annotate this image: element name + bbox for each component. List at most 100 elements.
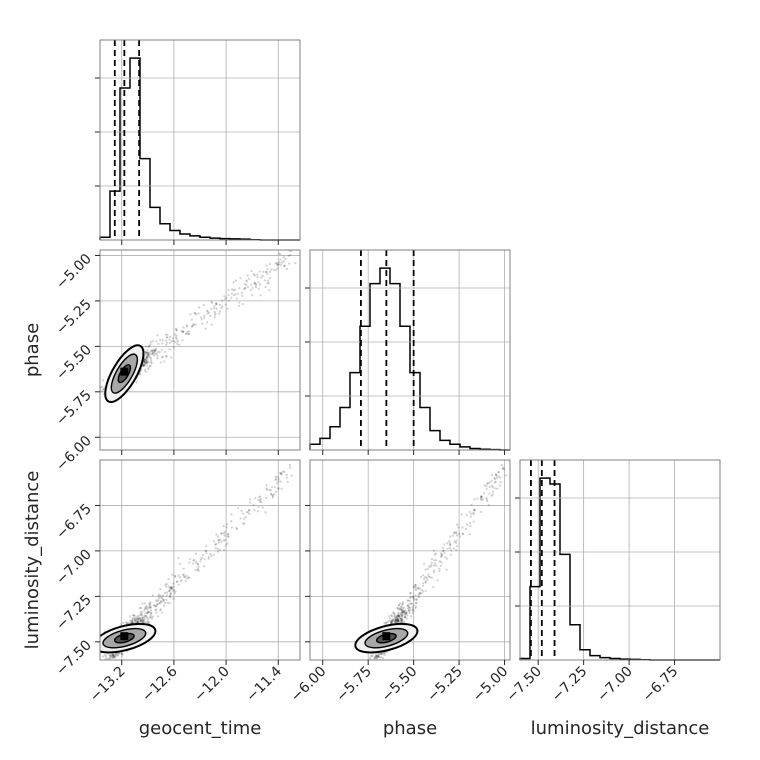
sample-point (139, 614, 142, 617)
sample-point (152, 349, 155, 352)
sample-point (497, 475, 500, 478)
sample-point (374, 655, 378, 658)
sample-point (430, 557, 434, 561)
sample-point (435, 564, 438, 567)
sample-point (449, 535, 452, 538)
sample-point (213, 316, 216, 319)
panel-frame (99, 459, 301, 661)
sample-point (170, 340, 173, 343)
sample-point (253, 282, 256, 285)
sample-point (162, 600, 165, 603)
sample-point (133, 616, 136, 619)
sample-point (142, 364, 145, 368)
sample-point (195, 561, 198, 564)
sample-point (398, 607, 401, 610)
sample-point (141, 602, 144, 605)
sample-point (188, 576, 191, 579)
sample-point (472, 512, 476, 516)
sample-point (132, 618, 135, 621)
sample-point (142, 364, 146, 367)
sample-point (491, 486, 495, 489)
sample-point (281, 261, 284, 264)
sample-point (461, 526, 464, 529)
sample-point (215, 533, 218, 536)
sample-point (170, 356, 173, 359)
sample-point (197, 565, 200, 569)
sample-point (401, 610, 404, 614)
sample-point (269, 488, 272, 492)
sample-point (180, 329, 183, 333)
scatter-panel-geocent_time-phase: −5.00−5.25−5.50−5.75−6.00 (53, 249, 301, 474)
sample-point (109, 655, 112, 658)
sample-point (406, 599, 409, 602)
x-tick-label: −12.6 (139, 663, 181, 705)
y-tick-label: −5.75 (53, 387, 95, 429)
sample-point (141, 620, 144, 623)
sample-point (398, 615, 401, 618)
sample-point (396, 619, 399, 623)
sample-point (165, 582, 168, 586)
sample-point (167, 590, 171, 593)
sample-point (277, 263, 281, 266)
sample-point (165, 598, 168, 601)
x-tick-label: −7.50 (503, 664, 545, 706)
sample-point (134, 617, 137, 620)
sample-point (165, 339, 168, 342)
sample-point (131, 620, 134, 623)
sample-point (104, 655, 108, 658)
sample-point (158, 602, 161, 605)
sample-point (173, 592, 176, 595)
sample-points (354, 463, 508, 660)
sample-point (194, 312, 197, 315)
sample-point (182, 567, 185, 570)
sample-point (167, 577, 170, 581)
sample-point (426, 578, 429, 582)
sample-point (141, 619, 144, 622)
sample-point (202, 565, 206, 568)
sample-point (281, 470, 284, 473)
sample-point (395, 615, 398, 618)
sample-point (490, 479, 493, 482)
sample-point (144, 359, 147, 362)
sample-point (156, 602, 159, 606)
sample-point (238, 301, 241, 304)
x-tick-label: −5.25 (424, 664, 466, 706)
sample-point (168, 595, 171, 598)
sample-point (199, 560, 202, 563)
sample-point (192, 322, 195, 326)
sample-point (146, 356, 149, 359)
sample-point (270, 486, 274, 489)
sample-point (204, 327, 207, 330)
x-tick-label: −11.4 (243, 663, 285, 705)
sample-point (394, 620, 398, 623)
sample-point (248, 512, 251, 516)
sample-point (109, 654, 112, 657)
sample-point (418, 591, 422, 595)
sample-point (402, 610, 405, 613)
sample-point (505, 474, 508, 477)
sample-point (170, 586, 173, 590)
sample-point (407, 609, 410, 612)
sample-point (133, 614, 136, 617)
sample-point (131, 619, 134, 622)
sample-point (124, 621, 128, 624)
sample-point (405, 610, 408, 614)
sample-point (210, 307, 213, 310)
sample-point (269, 493, 273, 496)
sample-point (274, 490, 277, 493)
sample-point (241, 303, 244, 306)
sample-point (217, 541, 220, 544)
sample-point (168, 348, 171, 351)
sample-point (265, 488, 268, 492)
sample-point (147, 620, 151, 623)
sample-point (190, 325, 194, 328)
sample-point (440, 555, 443, 558)
sample-point (145, 356, 148, 359)
sample-point (144, 607, 147, 610)
sample-point (169, 595, 172, 599)
x-axis-label-phase: phase (383, 718, 437, 739)
sample-point (207, 555, 210, 559)
sample-point (276, 263, 279, 267)
sample-point (285, 476, 288, 479)
sample-point (181, 330, 184, 333)
